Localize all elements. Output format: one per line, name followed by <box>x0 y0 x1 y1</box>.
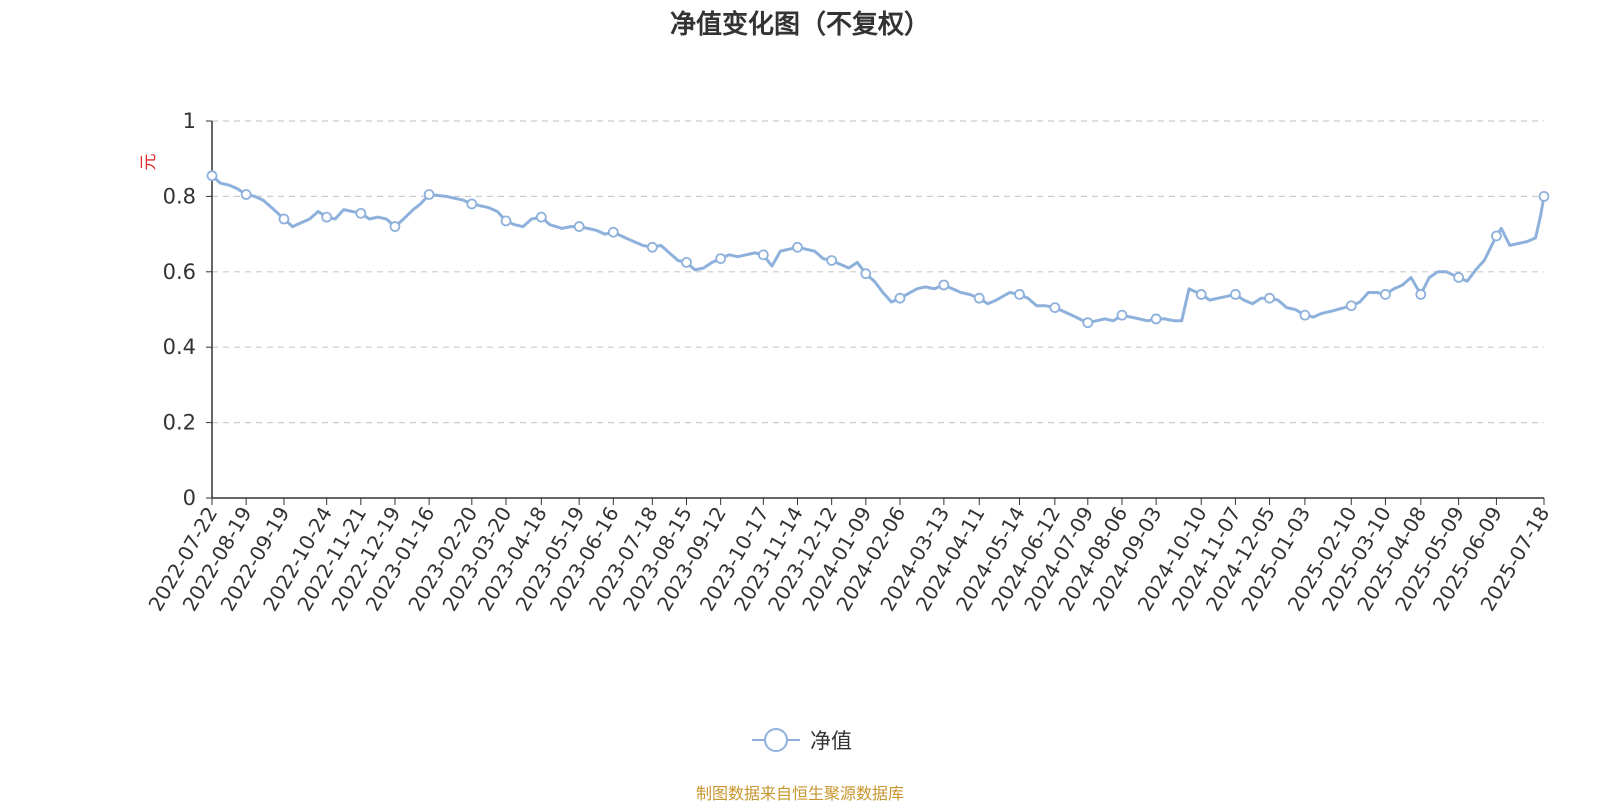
data-point[interactable] <box>1453 272 1465 283</box>
y-tick-label: 0.2 <box>163 411 196 435</box>
y-axis-ticks: 0 0.2 0.4 0.6 0.8 1 <box>163 109 212 510</box>
x-axis-ticks: 2022-07-222022-08-192022-09-192022-10-24… <box>143 498 1554 615</box>
data-point[interactable] <box>938 279 950 291</box>
source-note: 制图数据来自恒生聚源数据库 <box>695 784 904 803</box>
data-point[interactable] <box>826 255 838 266</box>
data-point[interactable] <box>321 211 333 223</box>
data-point[interactable] <box>894 292 906 304</box>
y-tick-label: 0.4 <box>163 335 196 359</box>
data-point[interactable] <box>1264 292 1275 304</box>
data-point[interactable] <box>1082 317 1094 329</box>
data-point[interactable] <box>646 241 658 253</box>
series-line-nav <box>211 174 1546 325</box>
data-point[interactable] <box>860 268 872 280</box>
data-point[interactable] <box>423 189 435 200</box>
series-layer <box>206 170 1550 329</box>
data-point[interactable] <box>535 211 547 223</box>
data-point[interactable] <box>573 221 585 232</box>
data-point[interactable] <box>1014 289 1025 300</box>
data-point[interactable] <box>1380 289 1391 300</box>
data-point[interactable] <box>355 207 367 219</box>
y-axis-label: 元 <box>139 154 159 171</box>
y-tick-label: 1 <box>183 109 196 133</box>
data-point[interactable] <box>240 189 252 200</box>
data-point[interactable] <box>500 215 512 227</box>
data-point[interactable] <box>1150 313 1162 325</box>
data-point[interactable] <box>1116 309 1128 321</box>
data-point[interactable] <box>792 241 803 253</box>
data-point[interactable] <box>681 256 692 268</box>
data-point[interactable] <box>1491 230 1502 242</box>
data-point[interactable] <box>1195 289 1207 300</box>
legend-label: 净值 <box>810 729 852 753</box>
data-point[interactable] <box>757 249 769 261</box>
data-point[interactable] <box>1229 289 1241 300</box>
data-point[interactable] <box>278 213 290 225</box>
y-tick-label: 0.6 <box>163 260 196 284</box>
data-point[interactable] <box>1538 190 1550 202</box>
y-tick-label: 0 <box>183 486 196 510</box>
data-point[interactable] <box>607 226 619 238</box>
data-point[interactable] <box>206 170 218 182</box>
data-point[interactable] <box>973 292 985 304</box>
y-tick-label: 0.8 <box>163 184 196 208</box>
data-point[interactable] <box>1049 302 1061 314</box>
axes <box>211 121 1544 499</box>
data-point[interactable] <box>1415 289 1427 300</box>
data-point[interactable] <box>389 221 401 232</box>
data-point[interactable] <box>715 253 727 265</box>
data-point[interactable] <box>1345 300 1357 312</box>
legend[interactable]: 净值 <box>752 724 852 756</box>
legend-line-icon <box>752 728 800 752</box>
data-point[interactable] <box>466 198 478 210</box>
data-point[interactable] <box>1299 309 1311 321</box>
grid-lines <box>212 120 1544 424</box>
chart-title: 净值变化图（不复权） <box>669 10 930 40</box>
